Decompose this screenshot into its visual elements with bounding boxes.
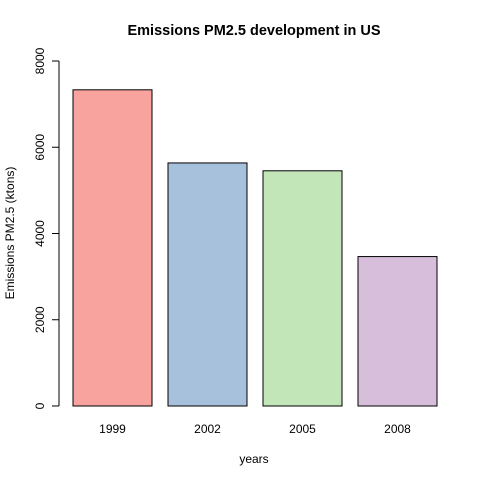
y-axis: 0 2000 4000 6000 8000: [33, 47, 60, 409]
y-axis-label: Emissions PM2.5 (ktons): [3, 167, 17, 300]
bar-1999: [72, 89, 153, 407]
x-tick-label: 2005: [289, 422, 316, 436]
y-tick-label: 6000: [33, 134, 47, 161]
y-tick-label: 2000: [33, 306, 47, 333]
y-tick-label: 4000: [33, 220, 47, 247]
x-axis-label: years: [239, 452, 268, 466]
y-tick-label: 0: [33, 402, 47, 409]
x-tick-labels: 1999 2002 2005 2008: [99, 422, 411, 436]
x-tick-label: 2002: [194, 422, 221, 436]
bar-2008: [357, 256, 438, 407]
bar-2005: [262, 170, 343, 407]
x-tick-label: 2008: [384, 422, 411, 436]
bar-2002: [167, 162, 248, 407]
x-tick-label: 1999: [99, 422, 126, 436]
bars: [72, 89, 438, 407]
chart-title: Emissions PM2.5 development in US: [127, 23, 380, 39]
y-tick-label: 8000: [33, 47, 47, 74]
